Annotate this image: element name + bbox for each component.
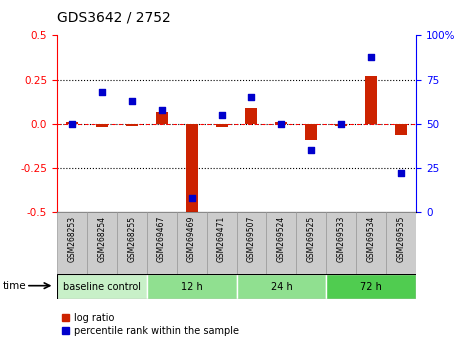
Bar xyxy=(236,212,266,274)
Bar xyxy=(386,212,416,274)
Bar xyxy=(87,212,117,274)
Bar xyxy=(365,76,377,124)
Point xyxy=(368,54,375,59)
Text: 12 h: 12 h xyxy=(181,282,202,292)
Text: baseline control: baseline control xyxy=(63,282,140,292)
Bar xyxy=(66,122,78,124)
Text: GSM268253: GSM268253 xyxy=(67,216,76,262)
Bar xyxy=(356,212,386,274)
Bar xyxy=(306,124,317,140)
Point xyxy=(307,148,315,153)
Text: GSM268254: GSM268254 xyxy=(97,216,106,262)
Bar xyxy=(326,212,356,274)
Point xyxy=(128,98,135,104)
Bar xyxy=(147,212,176,274)
Bar xyxy=(236,274,326,299)
Point xyxy=(98,89,105,95)
Text: GSM269525: GSM269525 xyxy=(307,216,316,262)
Point xyxy=(397,171,405,176)
Bar xyxy=(96,124,108,127)
Bar xyxy=(147,274,236,299)
Bar xyxy=(395,124,407,135)
Bar xyxy=(185,124,198,216)
Text: 72 h: 72 h xyxy=(360,282,382,292)
Point xyxy=(338,121,345,127)
Point xyxy=(218,112,225,118)
Bar xyxy=(207,212,236,274)
Bar xyxy=(57,212,87,274)
Bar xyxy=(326,274,416,299)
Bar xyxy=(156,112,167,124)
Bar xyxy=(176,212,207,274)
Bar xyxy=(126,124,138,126)
Point xyxy=(158,107,166,113)
Legend: log ratio, percentile rank within the sample: log ratio, percentile rank within the sa… xyxy=(61,313,239,336)
Bar xyxy=(117,212,147,274)
Text: GSM269535: GSM269535 xyxy=(397,216,406,262)
Bar xyxy=(297,212,326,274)
Bar xyxy=(216,124,228,127)
Bar xyxy=(266,212,297,274)
Text: GSM269533: GSM269533 xyxy=(337,216,346,262)
Text: 24 h: 24 h xyxy=(271,282,292,292)
Text: GSM269507: GSM269507 xyxy=(247,216,256,262)
Bar xyxy=(335,124,347,126)
Point xyxy=(188,195,195,201)
Text: GSM268255: GSM268255 xyxy=(127,216,136,262)
Bar xyxy=(245,108,257,124)
Text: GDS3642 / 2752: GDS3642 / 2752 xyxy=(57,11,170,25)
Text: GSM269471: GSM269471 xyxy=(217,216,226,262)
Point xyxy=(68,121,76,127)
Text: GSM269467: GSM269467 xyxy=(157,216,166,262)
Point xyxy=(278,121,285,127)
Point xyxy=(248,95,255,100)
Text: time: time xyxy=(2,281,26,291)
Bar xyxy=(57,274,147,299)
Text: GSM269524: GSM269524 xyxy=(277,216,286,262)
Text: GSM269534: GSM269534 xyxy=(367,216,376,262)
Bar xyxy=(275,122,288,124)
Text: GSM269469: GSM269469 xyxy=(187,216,196,262)
